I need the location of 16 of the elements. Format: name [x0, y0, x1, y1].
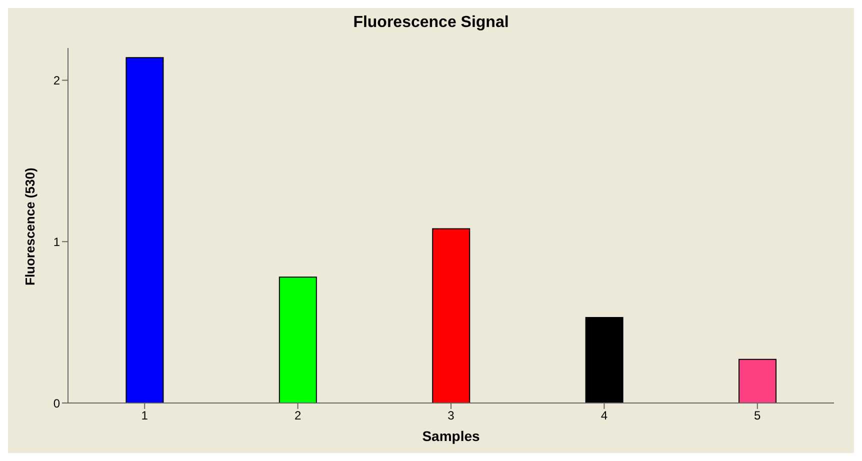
- x-tick-label: 1: [141, 408, 148, 423]
- bar: [432, 228, 470, 403]
- x-tick-label: 4: [600, 408, 608, 423]
- x-tick-label: 3: [448, 408, 455, 423]
- y-axis-title: Fluorescence (530): [22, 168, 38, 286]
- y-tick-label: 1: [53, 234, 60, 249]
- y-tick-label: 2: [53, 74, 60, 88]
- bar: [738, 358, 777, 403]
- x-axis-title: Samples: [422, 428, 480, 444]
- x-tick-label: 2: [294, 408, 302, 423]
- bar: [278, 276, 317, 403]
- bar: [126, 57, 164, 403]
- x-tick-label: 5: [754, 408, 762, 423]
- bar: [585, 316, 624, 403]
- y-tick-label: 0: [53, 396, 60, 410]
- chart-title: Fluorescence Signal: [352, 13, 510, 33]
